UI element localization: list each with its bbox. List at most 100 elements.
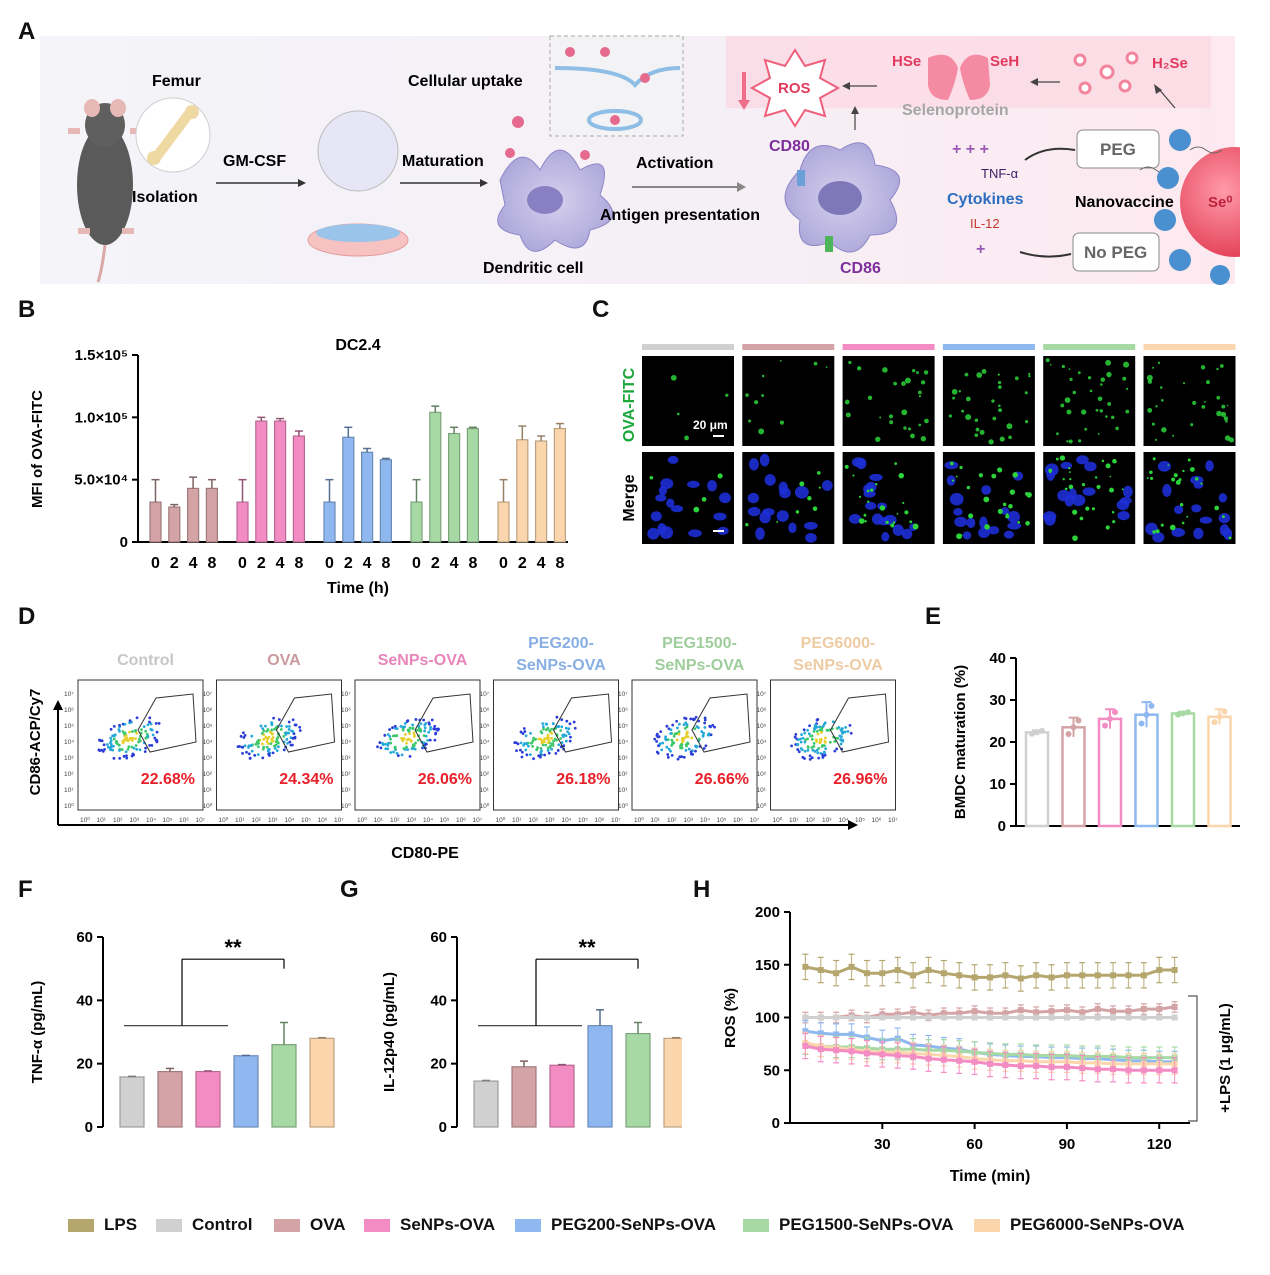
flow-event [112,756,116,760]
flow-event [144,729,148,733]
panel-label-g: G [340,876,359,903]
data-point [879,1014,886,1021]
bar [549,1064,575,1128]
nucleus [1000,507,1010,515]
fitc-spot [997,380,1002,385]
flow-event [812,729,816,733]
bar [379,459,392,543]
merge-spot [1105,463,1111,469]
label-isolation: Isolation [132,189,198,206]
group-color-bar [842,344,935,350]
x-tick-label: 8 [468,555,477,572]
merge-spot [869,488,874,492]
flow-event [107,745,110,749]
label-gmcsf: GM-CSF [223,153,286,170]
merge-spot [844,464,849,469]
flow-event [538,755,542,759]
fitc-spot [848,360,852,365]
flow-y-tick: 10⁵ [64,723,74,730]
flow-event [522,727,526,730]
flow-event [248,757,252,760]
flow-event [531,739,535,743]
flow-event [803,757,806,760]
flow-event [125,736,129,740]
data-point [1048,974,1055,981]
flow-event [403,722,407,725]
flow-event [412,733,416,737]
fitc-spot [964,372,969,377]
flow-event [241,751,244,755]
flow-event [135,747,139,751]
flow-event [122,754,126,758]
flow-event [405,720,409,723]
flow-y-tick: 10⁵ [341,723,351,730]
flow-event [142,725,146,729]
flow-event [659,730,663,734]
flow-group-title: Control [117,652,174,669]
data-point [1039,727,1045,734]
data-point [802,1042,809,1049]
nucleus [1218,512,1231,524]
flow-event [680,755,684,759]
fitc-spot [761,374,765,378]
flow-event [112,724,116,728]
flow-event [833,740,837,743]
fitc-spot [1228,437,1235,443]
nucleus [901,528,913,540]
bar [205,487,218,543]
row-label-merge: Merge [621,474,638,521]
merge-spot [858,518,865,524]
flow-event [411,723,415,727]
flow-event [266,728,270,731]
flow-event [843,730,847,734]
activated-dendritic-cell-icon [784,142,900,253]
fitc-spot [1078,439,1082,443]
merge-spot [997,467,1003,473]
flow-event [280,724,283,728]
y-tick-label: 20 [989,734,1006,751]
data-point [956,1010,963,1017]
nucleus [1191,504,1202,513]
flow-event [683,726,687,730]
merge-spot [978,473,984,478]
flow-event [799,737,802,741]
flow-event [554,751,558,755]
flow-x-tick: 10⁵ [855,817,865,824]
data-point [1094,1014,1101,1021]
legend-swatch [68,1218,94,1232]
fitc-spot [974,418,979,422]
flow-event [671,740,675,744]
nucleus [966,517,976,529]
flow-event [266,737,270,741]
flow-event [546,733,550,737]
flow-event [695,745,698,749]
merge-spot [799,481,805,487]
fitc-spot [965,414,972,421]
flow-event [537,737,541,741]
data-point [987,1010,993,1017]
data-point [1171,1067,1178,1074]
merge-spot [1152,457,1156,461]
flow-event [284,732,288,736]
merge-spot [1160,523,1164,527]
flow-event [286,741,289,745]
flow-event [273,744,276,748]
merge-spot [863,513,867,517]
flow-event [392,750,395,754]
flow-event [241,731,245,735]
y-tick-label: 0 [85,1119,93,1136]
fitc-spot [920,380,926,385]
flow-event [135,716,139,720]
fitc-spot [1097,396,1103,402]
flow-event [815,725,819,729]
nucleus [848,513,862,524]
flow-group-title: SeNPs-OVA [793,657,883,674]
merge-spot [1187,458,1191,462]
flow-event [109,727,113,731]
flow-event [386,747,390,751]
flow-event [157,721,161,725]
flow-event [566,730,569,734]
panel-label-e: E [925,603,942,630]
flow-x-tick: 10⁶ [595,817,605,824]
flow-event [825,728,829,732]
